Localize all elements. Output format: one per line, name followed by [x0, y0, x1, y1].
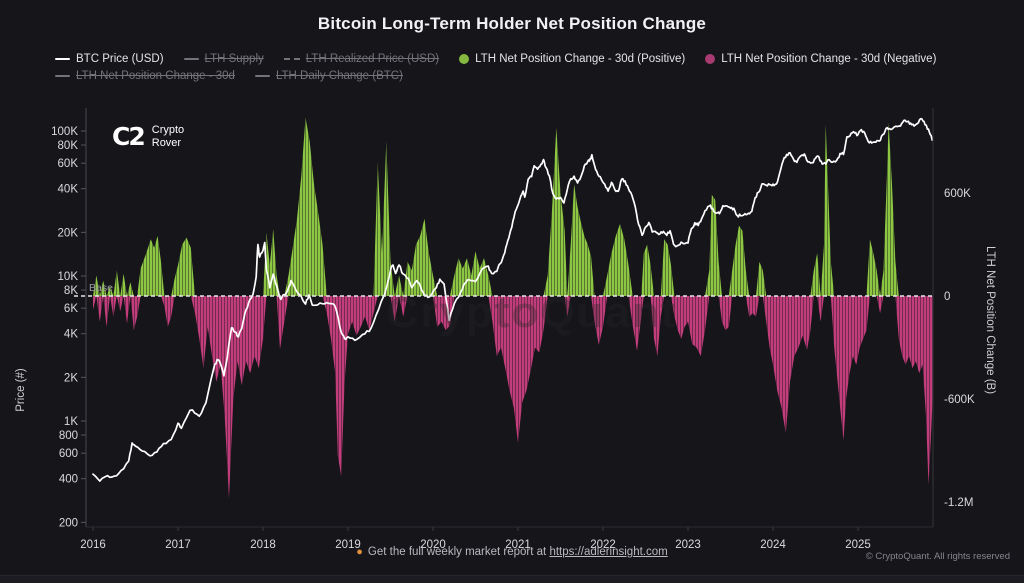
right-axis-tick-label: -600K [944, 394, 975, 406]
legend-label: LTH Daily Change (BTC) [275, 70, 403, 82]
legend-line-icon [254, 75, 270, 77]
legend-item-lth-supply[interactable]: LTH Supply [183, 53, 264, 65]
logo-line1: Crypto [151, 123, 185, 136]
left-axis-title: Price (#) [15, 368, 27, 412]
x-axis-year-label: 2022 [590, 539, 616, 551]
legend-dot-icon [459, 54, 470, 64]
legend-label: LTH Realized Price (USD) [305, 53, 440, 65]
left-axis-tick-label: 200 [59, 517, 78, 529]
legend-dot-icon [705, 54, 716, 64]
x-axis-year-label: 2024 [760, 539, 786, 551]
page-title: Bitcoin Long-Term Holder Net Position Ch… [317, 14, 707, 33]
legend-dashed-line-icon [283, 58, 300, 60]
footer-link[interactable]: https://adlerinsight.com [549, 546, 668, 558]
base-annotation: Base [89, 282, 113, 294]
legend-item-lth-daily-change-btc[interactable]: LTH Daily Change (BTC) [254, 70, 403, 82]
left-axis-tick-label: 400 [59, 474, 78, 486]
copyright-notice: © CryptoQuant. All rights reserved [865, 551, 1010, 562]
legend-item-lth-net-position-change-30d-negative[interactable]: LTH Net Position Change - 30d (Negative) [705, 53, 936, 65]
right-axis-tick-label: -1.2M [944, 497, 973, 509]
footer-report-note: ● Get the full weekly market report at ht… [0, 546, 1024, 558]
right-axis-tick-label: 600K [944, 188, 971, 200]
left-axis-tick-label: 20K [58, 227, 79, 239]
legend: BTC Price (USD) LTH Supply LTH Realized Pr… [55, 53, 1005, 82]
legend-item-lth-net-position-change-30d[interactable]: LTH Net Position Change - 30d [55, 70, 235, 82]
legend-item-lth-realized-price-usd[interactable]: LTH Realized Price (USD) [283, 53, 440, 65]
legend-label: LTH Net Position Change - 30d (Negative) [721, 53, 937, 65]
right-axis-title: LTH Net Position Change (B) [984, 245, 996, 395]
left-axis-tick-label: 8K [64, 285, 78, 297]
left-axis-tick-label: 1K [64, 416, 78, 428]
legend-line-icon [183, 58, 199, 60]
footer-text: Get the full weekly market report at [367, 546, 550, 558]
bottom-divider [0, 575, 1024, 583]
left-axis-tick-label: 800 [59, 430, 78, 442]
legend-item-lth-net-position-change-30d-positive[interactable]: LTH Net Position Change - 30d (Positive) [459, 53, 685, 65]
legend-label: LTH Supply [204, 53, 264, 65]
logo-line2: Rover [151, 136, 182, 149]
left-axis-tick-label: 4K [64, 329, 78, 341]
legend-label: LTH Net Position Change - 30d [76, 70, 235, 82]
legend-line-icon [55, 58, 70, 60]
x-axis-year-label: 2018 [250, 539, 276, 551]
orange-dot-icon: ● [356, 546, 363, 558]
crypto-rover-logo-icon: C2 [112, 122, 146, 151]
legend-line-icon [55, 75, 70, 77]
legend-label: LTH Net Position Change - 30d (Positive) [475, 53, 686, 65]
left-axis-tick-label: 100K [51, 126, 78, 138]
plot-region[interactable] [92, 117, 935, 499]
crypto-rover-logo: C2 Crypto Rover [112, 122, 184, 151]
left-axis-tick-label: 60K [58, 158, 79, 170]
x-axis-year-label: 2025 [845, 539, 871, 551]
btc-price-line [92, 117, 933, 482]
left-axis-tick-label: 80K [58, 140, 79, 152]
right-axis-tick-label: 0 [944, 291, 950, 303]
left-axis-tick-label: 6K [64, 303, 78, 315]
x-axis-year-label: 2020 [420, 539, 446, 551]
x-axis-year-label: 2021 [505, 539, 531, 551]
left-axis-tick-label: 600 [59, 448, 78, 460]
x-axis-year-label: 2019 [335, 539, 361, 551]
legend-item-btc-price-usd[interactable]: BTC Price (USD) [55, 53, 164, 65]
left-axis-tick-label: 10K [58, 271, 79, 283]
x-axis-year-label: 2023 [675, 539, 701, 551]
x-axis-year-label: 2017 [165, 539, 191, 551]
legend-label: BTC Price (USD) [76, 53, 164, 65]
left-axis-tick-label: 40K [58, 184, 79, 196]
x-axis-year-label: 2016 [80, 539, 106, 551]
left-axis-tick-label: 2K [64, 372, 78, 384]
positive-net-position-area [93, 117, 933, 296]
